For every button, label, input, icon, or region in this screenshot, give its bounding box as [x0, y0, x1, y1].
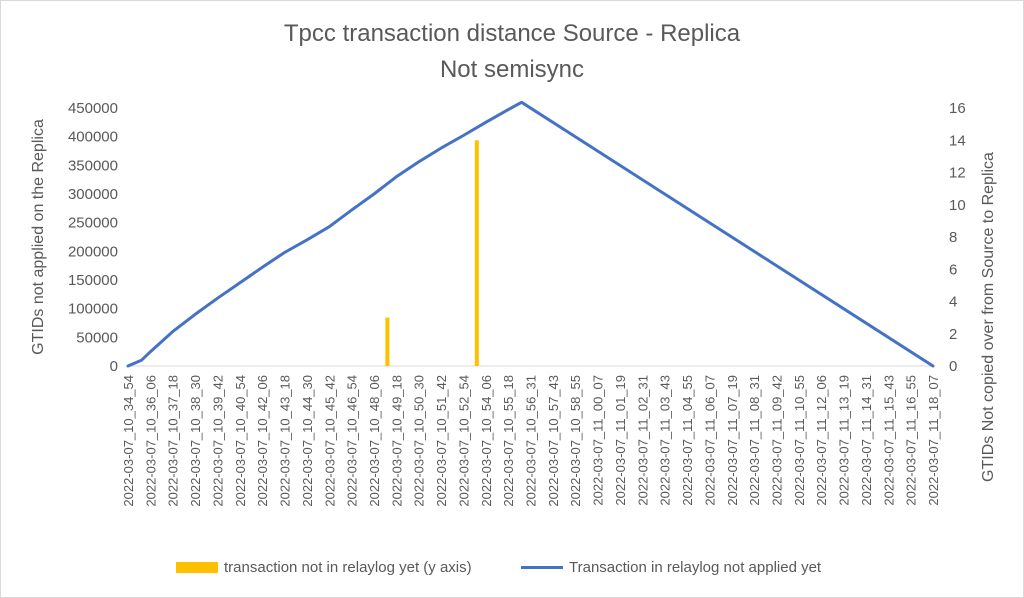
- y2-tick-label: 10: [949, 197, 966, 214]
- y-tick-label: 100000: [68, 301, 118, 318]
- y-tick-label: 300000: [68, 186, 118, 203]
- x-tick-label: 2022-03-07_11_01_19: [613, 375, 628, 506]
- legend-item-bar: transaction not in relaylog yet (y axis): [176, 559, 472, 576]
- x-tick-label: 2022-03-07_10_50_30: [412, 375, 427, 507]
- x-tick-label: 2022-03-07_10_49_18: [389, 375, 404, 507]
- y2-tick-label: 12: [949, 165, 966, 182]
- x-tick-label: 2022-03-07_10_45_42: [322, 375, 337, 507]
- bar: [474, 140, 479, 366]
- x-tick-label: 2022-03-07_11_12_06: [814, 375, 829, 506]
- y2-tick-label: 0: [949, 358, 957, 375]
- x-tick-label: 2022-03-07_11_07_19: [725, 375, 740, 506]
- y2-tick-label: 8: [949, 229, 957, 246]
- x-tick-label: 2022-03-07_10_56_31: [524, 375, 539, 507]
- x-tick-label: 2022-03-07_11_15_43: [881, 375, 896, 506]
- legend-label-bar: transaction not in relaylog yet (y axis): [224, 559, 472, 576]
- legend-item-line: Transaction in relaylog not applied yet: [521, 559, 821, 576]
- legend-swatch-bar: [176, 562, 218, 573]
- y-tick-label: 0: [110, 358, 118, 375]
- chart-subtitle: Not semisync: [439, 56, 585, 83]
- y-tick-label: 200000: [68, 243, 118, 260]
- x-tick-label: 2022-03-07_10_44_30: [300, 375, 315, 507]
- x-tick-label: 2022-03-07_11_18_07: [926, 375, 941, 506]
- x-tick-label: 2022-03-07_11_14_31: [859, 375, 874, 506]
- x-tick-label: 2022-03-07_11_02_31: [635, 375, 650, 506]
- y2-tick-label: 6: [949, 261, 957, 278]
- x-tick-label: 2022-03-07_10_55_18: [501, 375, 516, 507]
- y-axis-title: GTIDs not applied on the Replica: [30, 119, 47, 355]
- y2-tick-label: 4: [949, 294, 957, 311]
- y-tick-label: 50000: [76, 329, 118, 346]
- y2-tick-label: 14: [949, 132, 966, 149]
- x-tick-label: 2022-03-07_10_51_42: [434, 375, 449, 507]
- x-tick-label: 2022-03-07_11_08_31: [747, 375, 762, 506]
- x-tick-label: 2022-03-07_10_52_54: [456, 375, 471, 507]
- x-tick-label: 2022-03-07_11_09_42: [769, 375, 784, 506]
- y-tick-label: 450000: [68, 100, 118, 117]
- x-tick-label: 2022-03-07_11_03_43: [658, 375, 673, 506]
- y2-tick-label: 16: [949, 100, 966, 117]
- y-tick-label: 350000: [68, 157, 118, 174]
- y-tick-label: 150000: [68, 272, 118, 289]
- x-tick-label: 2022-03-07_10_34_54: [121, 375, 136, 507]
- chart-title: Tpcc transaction distance Source - Repli…: [283, 20, 741, 47]
- x-tick-label: 2022-03-07_10_40_54: [233, 375, 248, 507]
- x-tick-label: 2022-03-07_10_37_18: [166, 375, 181, 507]
- legend-label-line: Transaction in relaylog not applied yet: [569, 559, 822, 576]
- bar: [385, 317, 390, 366]
- x-tick-label: 2022-03-07_11_00_07: [591, 375, 606, 506]
- y2-axis-title: GTIDs Not copied over from Source to Rep…: [980, 152, 997, 482]
- y2-tick-label: 2: [949, 326, 957, 343]
- x-tick-label: 2022-03-07_11_04_55: [680, 375, 695, 506]
- x-tick-label: 2022-03-07_11_16_55: [904, 375, 919, 506]
- x-tick-label: 2022-03-07_10_57_43: [546, 375, 561, 507]
- x-tick-label: 2022-03-07_10_54_06: [479, 375, 494, 507]
- series-line: [126, 100, 935, 368]
- legend-swatch-line: [521, 566, 563, 569]
- x-tick-label: 2022-03-07_10_36_06: [143, 375, 158, 507]
- y-tick-label: 400000: [68, 129, 118, 146]
- y-tick-label: 250000: [68, 215, 118, 232]
- x-tick-label: 2022-03-07_10_58_55: [568, 375, 583, 507]
- x-tick-label: 2022-03-07_10_38_30: [188, 375, 203, 507]
- x-tick-label: 2022-03-07_10_46_54: [345, 375, 360, 507]
- x-tick-label: 2022-03-07_11_13_19: [837, 375, 852, 506]
- x-tick-label: 2022-03-07_11_06_07: [702, 375, 717, 506]
- x-tick-label: 2022-03-07_10_43_18: [278, 375, 293, 507]
- x-tick-label: 2022-03-07_10_42_06: [255, 375, 270, 507]
- x-tick-label: 2022-03-07_10_39_42: [210, 375, 225, 507]
- x-tick-label: 2022-03-07_10_48_06: [367, 375, 382, 507]
- x-tick-label: 2022-03-07_11_10_55: [792, 375, 807, 506]
- legend: transaction not in relaylog yet (y axis)…: [1, 559, 1023, 583]
